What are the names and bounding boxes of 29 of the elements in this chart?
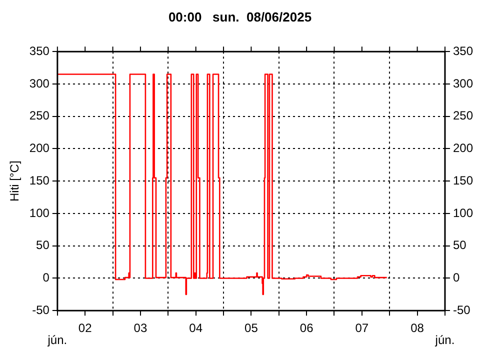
y2-tick-label: 0 <box>452 270 460 285</box>
x-tick-label: 04 <box>189 321 203 336</box>
x-tick-label: 03 <box>134 321 148 336</box>
y2-tick-label: 100 <box>452 206 474 220</box>
y-tick-label: 300 <box>29 76 50 90</box>
y-tick-label: 150 <box>29 173 50 188</box>
y-tick-label: 100 <box>29 206 50 220</box>
y-tick-label: 0 <box>42 270 50 285</box>
x-tick-label: 07 <box>355 321 369 336</box>
y-tick-label: 200 <box>29 141 50 156</box>
y2-tick-label: 300 <box>452 76 474 90</box>
y-tick-label: 250 <box>29 108 50 123</box>
x-tick-label: 06 <box>300 321 314 336</box>
y-axis-title: Hiti [°C] <box>8 160 22 202</box>
y2-tick-label: 200 <box>452 141 474 156</box>
x-tick-label: 05 <box>244 321 258 336</box>
y2-tick-label: -50 <box>452 302 471 317</box>
y2-tick-label: 250 <box>452 108 474 123</box>
y2-tick-label: 150 <box>452 173 474 188</box>
y-tick-label: 50 <box>36 238 50 252</box>
y2-tick-label: 50 <box>452 238 467 252</box>
text: jún. <box>434 332 455 347</box>
y-tick-label: -50 <box>32 302 50 317</box>
x-tick-label: 02 <box>78 321 92 336</box>
chart-title: 00:00 sun. 08/06/2025 <box>168 9 312 24</box>
x-tick-label: 08 <box>410 321 424 336</box>
y2-tick-label: 350 <box>452 44 474 58</box>
y-tick-label: 350 <box>29 44 50 58</box>
text: jún. <box>46 332 68 347</box>
